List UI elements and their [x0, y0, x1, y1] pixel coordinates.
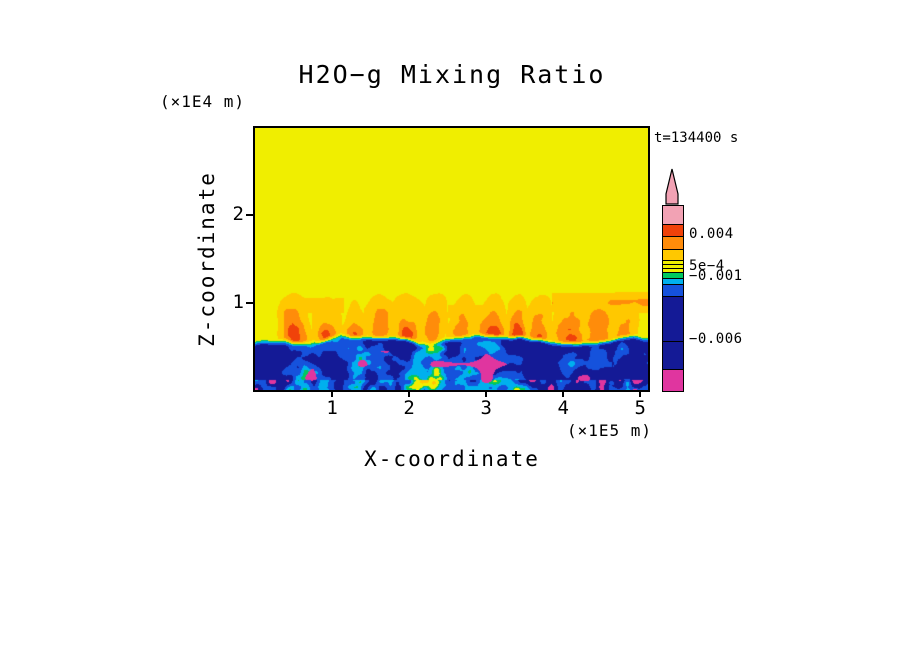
- colorbar-segment: [663, 206, 683, 224]
- colorbar-segment: [663, 369, 683, 391]
- colorbar-segment: [663, 272, 683, 278]
- colorbar-segment: [663, 284, 683, 296]
- colorbar-segment: [663, 224, 683, 236]
- x-tick-mark: [408, 390, 411, 397]
- colorbar-segment: [663, 268, 683, 272]
- z-tick-label: 2: [232, 203, 244, 226]
- z-tick-label: 1: [232, 290, 244, 313]
- colorbar-segment: [663, 260, 683, 264]
- colorbar-body: [662, 205, 684, 392]
- time-annotation: t=134400 s: [654, 130, 739, 146]
- z-tick-mark: [246, 214, 253, 217]
- colorbar-segment: [663, 278, 683, 284]
- colorbar-tick-label: −0.001: [689, 268, 743, 285]
- colorbar: 0.004 5e−4 −0.001 −0.006: [662, 168, 742, 392]
- colorbar-segment: [663, 296, 683, 341]
- z-axis-unit: (×1E4 m): [160, 92, 246, 111]
- x-tick-label: 5: [634, 397, 646, 419]
- plot-frame: [253, 126, 650, 392]
- colorbar-tick-label: 0.004: [689, 226, 734, 243]
- x-tick-label: 3: [480, 397, 492, 419]
- x-tick-label: 2: [403, 397, 415, 419]
- colorbar-segment: [663, 264, 683, 268]
- z-axis-title: Z-coordinate: [195, 171, 219, 347]
- colorbar-tick-label: 5e−4: [689, 258, 725, 275]
- z-tick-mark: [246, 301, 253, 304]
- x-tick-mark: [331, 390, 334, 397]
- x-tick-label: 4: [557, 397, 569, 419]
- x-tick-mark: [562, 390, 565, 397]
- heatmap-canvas: [255, 128, 648, 390]
- x-tick-label: 1: [326, 397, 338, 419]
- colorbar-tick-label: −0.006: [689, 331, 743, 348]
- colorbar-segment: [663, 236, 683, 249]
- chart-title: H2O−g Mixing Ratio: [298, 60, 606, 89]
- colorbar-overflow-arrow-icon: [665, 168, 679, 205]
- colorbar-segment: [663, 249, 683, 260]
- x-axis-title: X-coordinate: [364, 447, 540, 471]
- x-tick-mark: [485, 390, 488, 397]
- x-axis-unit: (×1E5 m): [566, 421, 652, 440]
- x-tick-mark: [639, 390, 642, 397]
- colorbar-segment: [663, 341, 683, 369]
